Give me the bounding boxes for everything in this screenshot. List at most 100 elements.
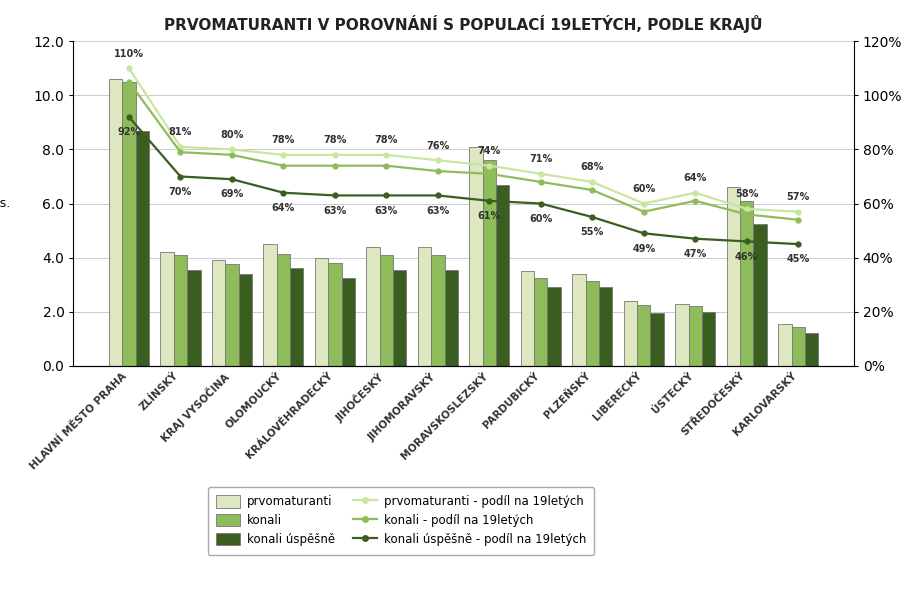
Bar <box>702 312 715 366</box>
konali - podíl na 19letých <box>535 178 546 185</box>
Bar <box>778 324 791 366</box>
prvomaturanti - podíl na 19letých <box>689 189 700 196</box>
konali úspěšně - podíl na 19letých <box>792 241 803 248</box>
Bar <box>329 263 341 366</box>
Bar <box>637 305 651 366</box>
Text: 49%: 49% <box>633 244 655 254</box>
Text: 68%: 68% <box>580 162 604 172</box>
Text: 63%: 63% <box>375 206 398 216</box>
Line: konali - podíl na 19letých: konali - podíl na 19letých <box>127 80 800 222</box>
Text: 69%: 69% <box>220 189 243 199</box>
Bar <box>791 327 805 366</box>
Bar <box>483 160 496 366</box>
konali úspěšně - podíl na 19letých <box>381 192 392 199</box>
Bar <box>547 287 561 366</box>
Bar <box>727 188 740 366</box>
konali úspěšně - podíl na 19letých <box>432 192 443 199</box>
Text: 64%: 64% <box>272 203 295 213</box>
Bar <box>651 313 664 366</box>
konali - podíl na 19letých <box>175 149 186 156</box>
Bar <box>469 147 483 366</box>
Bar <box>225 264 239 366</box>
Text: 64%: 64% <box>684 173 707 183</box>
Bar <box>586 281 599 366</box>
prvomaturanti - podíl na 19letých <box>587 178 598 185</box>
konali - podíl na 19letých <box>689 197 700 204</box>
Text: 81%: 81% <box>169 127 192 137</box>
prvomaturanti - podíl na 19letých <box>535 171 546 178</box>
prvomaturanti - podíl na 19letých <box>741 205 752 212</box>
Y-axis label: v tis.: v tis. <box>0 197 10 210</box>
konali úspěšně - podíl na 19letých <box>484 197 495 204</box>
konali - podíl na 19letých <box>381 162 392 169</box>
Text: 60%: 60% <box>633 184 655 194</box>
konali - podíl na 19letých <box>432 168 443 175</box>
konali - podíl na 19letých <box>484 171 495 178</box>
Bar <box>380 255 393 366</box>
Text: 110%: 110% <box>114 49 144 59</box>
konali úspěšně - podíl na 19letých <box>227 176 238 183</box>
Bar <box>623 301 637 366</box>
Text: 63%: 63% <box>323 206 346 216</box>
Bar <box>521 271 534 366</box>
Bar <box>393 270 407 366</box>
konali úspěšně - podíl na 19letých <box>535 200 546 207</box>
Text: 92%: 92% <box>118 127 140 137</box>
Title: PRVOMATURANTI V POROVNÁNÍ S POPULACÍ 19LETÝCH, PODLE KRAJŮ: PRVOMATURANTI V POROVNÁNÍ S POPULACÍ 19L… <box>164 15 763 33</box>
konali úspěšně - podíl na 19letých <box>587 214 598 221</box>
Bar <box>675 304 688 366</box>
konali úspěšně - podíl na 19letých <box>638 230 649 237</box>
Legend: prvomaturanti, konali, konali úspěšně, prvomaturanti - podíl na 19letých, konali: prvomaturanti, konali, konali úspěšně, p… <box>208 487 594 555</box>
konali - podíl na 19letých <box>227 151 238 158</box>
Line: konali úspěšně - podíl na 19letých: konali úspěšně - podíl na 19letých <box>127 114 800 247</box>
Bar <box>109 79 122 366</box>
prvomaturanti - podíl na 19letých <box>432 157 443 164</box>
prvomaturanti - podíl na 19letých <box>484 162 495 169</box>
Bar <box>263 244 276 366</box>
Text: 47%: 47% <box>684 249 707 259</box>
Bar <box>315 258 329 366</box>
Text: 60%: 60% <box>529 214 553 224</box>
prvomaturanti - podíl na 19letých <box>330 151 341 158</box>
prvomaturanti - podíl na 19letých <box>792 208 803 215</box>
konali úspěšně - podíl na 19letých <box>330 192 341 199</box>
Bar <box>805 333 818 366</box>
Bar <box>740 201 754 366</box>
konali - podíl na 19letých <box>792 216 803 223</box>
Text: 71%: 71% <box>529 155 553 165</box>
Text: 63%: 63% <box>426 206 450 216</box>
konali - podíl na 19letých <box>124 78 135 86</box>
konali - podíl na 19letých <box>330 162 341 169</box>
Bar <box>341 278 355 366</box>
Text: 46%: 46% <box>735 252 758 262</box>
Bar <box>161 253 174 366</box>
Bar <box>187 270 200 366</box>
Bar <box>754 224 767 366</box>
Bar <box>534 278 547 366</box>
konali - podíl na 19letých <box>638 208 649 215</box>
Bar <box>366 247 380 366</box>
prvomaturanti - podíl na 19letých <box>175 143 186 150</box>
Text: 78%: 78% <box>272 136 295 145</box>
Text: 76%: 76% <box>426 141 450 151</box>
Text: 78%: 78% <box>323 136 347 145</box>
Bar <box>431 255 444 366</box>
Text: 80%: 80% <box>220 130 243 140</box>
Bar <box>174 255 187 366</box>
prvomaturanti - podíl na 19letých <box>278 151 289 158</box>
Bar <box>599 287 612 366</box>
Bar <box>290 268 304 366</box>
konali - podíl na 19letých <box>278 162 289 169</box>
prvomaturanti - podíl na 19letých <box>124 65 135 72</box>
konali - podíl na 19letých <box>587 186 598 194</box>
Text: 70%: 70% <box>169 187 192 197</box>
Text: 45%: 45% <box>787 254 810 264</box>
konali - podíl na 19letých <box>741 211 752 218</box>
Text: 58%: 58% <box>735 189 758 199</box>
Bar <box>212 260 225 366</box>
Text: 57%: 57% <box>787 192 810 202</box>
konali úspěšně - podíl na 19letých <box>741 238 752 245</box>
Bar <box>418 247 431 366</box>
Line: prvomaturanti - podíl na 19letých: prvomaturanti - podíl na 19letých <box>127 66 800 214</box>
Bar <box>276 254 290 366</box>
